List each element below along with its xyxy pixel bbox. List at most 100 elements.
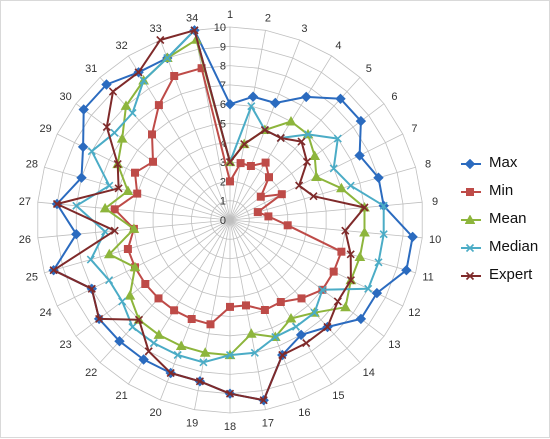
data-point (101, 227, 110, 236)
data-point (175, 340, 187, 350)
data-point (297, 294, 306, 303)
legend-marker (466, 188, 474, 196)
category-label: 6 (391, 91, 397, 103)
legend-marker (465, 243, 475, 253)
legend: Max Min Mean Median Expert (453, 151, 550, 291)
radial-tick-label: 10 (214, 22, 226, 34)
data-point (128, 223, 140, 233)
legend-marker (465, 215, 475, 224)
data-point (374, 258, 383, 267)
data-point (114, 335, 125, 347)
data-point (242, 301, 250, 310)
legend-marker (465, 271, 475, 281)
category-label: 28 (26, 159, 38, 171)
category-label: 7 (411, 123, 417, 135)
data-point (285, 312, 297, 323)
spoke-line (44, 219, 231, 274)
data-point (247, 102, 256, 111)
data-point (226, 302, 234, 311)
data-point (144, 347, 153, 356)
data-point (129, 261, 141, 272)
data-point (309, 192, 318, 201)
data-point (465, 159, 475, 169)
radial-tick-label: 8 (220, 61, 226, 73)
data-point (265, 173, 273, 182)
data-point (340, 301, 351, 312)
spoke-line (229, 219, 416, 274)
spoke-line (229, 219, 361, 363)
data-point (407, 231, 418, 243)
data-point (154, 101, 163, 110)
radial-tick-label: 7 (220, 80, 226, 92)
data-point (246, 162, 255, 170)
legend-item: Max (453, 151, 550, 179)
data-point (401, 264, 412, 276)
category-label: 13 (388, 339, 400, 351)
data-point (195, 377, 204, 386)
legend-label: Mean (489, 210, 527, 227)
data-point (141, 280, 150, 288)
data-point (131, 168, 139, 177)
data-point (465, 271, 475, 281)
category-label: 4 (335, 40, 341, 52)
data-point (354, 150, 365, 161)
data-point (466, 188, 474, 196)
data-point (291, 322, 301, 331)
data-point (295, 181, 304, 190)
data-point (276, 298, 285, 306)
data-point (87, 284, 96, 293)
series-median (72, 26, 388, 367)
data-point (153, 329, 165, 339)
data-point (310, 308, 319, 317)
data-point (285, 115, 297, 126)
data-point (110, 205, 119, 214)
data-point (148, 130, 156, 139)
data-point (379, 201, 388, 210)
data-point (138, 354, 149, 365)
data-point (341, 226, 350, 235)
radial-tick-label: 6 (220, 99, 226, 111)
data-point (77, 141, 89, 153)
category-label: 9 (432, 196, 438, 208)
category-label: 15 (332, 390, 344, 402)
data-point (206, 320, 215, 329)
data-point (170, 306, 179, 315)
category-label: 1 (227, 9, 233, 21)
data-point (379, 230, 388, 239)
data-point (300, 91, 312, 103)
data-point (99, 202, 111, 213)
data-point (260, 125, 269, 135)
spoke-line (194, 30, 231, 221)
data-point (226, 177, 234, 186)
data-point (118, 297, 127, 306)
legend-marker (465, 159, 475, 169)
category-label: 17 (262, 418, 274, 430)
data-point (245, 328, 257, 338)
category-label: 22 (85, 367, 97, 379)
data-point (256, 192, 265, 201)
data-point (149, 339, 158, 348)
data-point (259, 396, 268, 405)
data-point (166, 368, 175, 378)
legend-item: Mean (453, 207, 550, 235)
data-point (355, 313, 367, 325)
data-point (49, 266, 58, 275)
data-point (302, 339, 311, 348)
data-point (360, 203, 369, 212)
data-point (124, 290, 136, 300)
data-point (260, 306, 269, 314)
data-point (465, 243, 475, 253)
data-point (134, 68, 143, 77)
category-label: 11 (422, 271, 433, 283)
legend-label: Median (489, 238, 539, 255)
spoke-line (99, 77, 231, 221)
data-point (108, 87, 118, 96)
data-point (170, 72, 179, 80)
radial-tick-label: 0 (220, 215, 226, 227)
data-point (323, 322, 332, 332)
data-point (277, 190, 286, 199)
category-label: 29 (39, 123, 51, 135)
category-label: 21 (115, 390, 127, 402)
